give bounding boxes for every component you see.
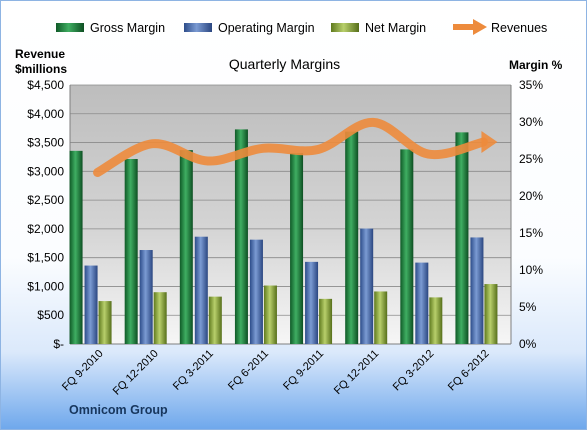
- bar-net-margin: [208, 296, 222, 344]
- bar-gross-margin: [400, 149, 414, 344]
- bar-net-margin: [319, 298, 333, 344]
- bar-gross-margin: [124, 159, 138, 344]
- bar-gross-margin: [234, 129, 248, 344]
- bar-operating-margin: [415, 262, 429, 344]
- bar-gross-margin: [455, 132, 469, 344]
- legend-label: Net Margin: [365, 21, 426, 35]
- y-right-tick-label: 5%: [519, 300, 537, 314]
- x-tick-label: FQ 3-2012: [391, 348, 437, 394]
- x-tick-label: FQ 12-2010: [111, 348, 161, 398]
- y-left-tick-label: $4,000: [27, 107, 64, 121]
- bar-gross-margin: [69, 150, 83, 344]
- chart-title: Quarterly Margins: [229, 56, 340, 72]
- bar-operating-margin: [360, 228, 374, 344]
- y-left-tick-label: $4,500: [27, 78, 64, 92]
- revenue-arrowhead: [481, 130, 498, 153]
- y-left-tick-label: $-: [53, 337, 64, 351]
- x-tick-label: FQ 6-2011: [226, 348, 271, 393]
- bar-operating-margin: [139, 250, 153, 344]
- bar-operating-margin: [305, 261, 319, 344]
- y-left-tick-label: $3,500: [27, 136, 64, 150]
- legend-label: Gross Margin: [90, 21, 165, 35]
- company-label: Omnicom Group: [69, 403, 168, 417]
- bar-net-margin: [153, 292, 167, 344]
- x-tick-label: FQ 9-2011: [281, 348, 326, 393]
- x-tick-label: FQ 6-2012: [446, 348, 492, 394]
- bar-operating-margin: [249, 239, 263, 344]
- y-right-tick-label: 10%: [519, 263, 543, 277]
- bar-operating-margin: [470, 237, 484, 344]
- x-tick-label: FQ 3-2011: [171, 348, 216, 393]
- y-left-axis-label-unit: $millions: [15, 62, 67, 76]
- y-right-tick-label: 15%: [519, 226, 543, 240]
- bar-net-margin: [98, 301, 112, 344]
- x-tick-label: FQ 12-2011: [332, 348, 381, 397]
- y-right-tick-label: 20%: [519, 189, 543, 203]
- legend-swatch-net-margin: [331, 23, 359, 32]
- y-right-tick-label: 30%: [519, 115, 543, 129]
- x-tick-label: FQ 9-2010: [60, 348, 106, 394]
- bar-operating-margin: [84, 265, 98, 344]
- revenue-line: [93, 117, 488, 177]
- bar-gross-margin: [345, 131, 359, 344]
- bar-operating-margin: [194, 236, 208, 344]
- legend-swatch-gross-margin: [56, 23, 84, 32]
- legend-swatch-operating-margin: [184, 23, 212, 32]
- bar-gross-margin: [290, 153, 304, 344]
- y-right-tick-label: 35%: [519, 78, 543, 92]
- bar-net-margin: [374, 291, 388, 344]
- bar-gross-margin: [179, 150, 193, 344]
- y-left-tick-label: $1,500: [27, 251, 64, 265]
- legend-arrowhead: [473, 19, 487, 35]
- y-right-tick-label: 25%: [519, 152, 543, 166]
- y-left-tick-label: $3,000: [27, 164, 64, 178]
- y-left-tick-label: $2,000: [27, 222, 64, 236]
- y-left-tick-label: $500: [37, 308, 64, 322]
- y-right-axis-label: Margin %: [509, 58, 563, 72]
- legend-label: Revenues: [491, 21, 547, 35]
- y-left-axis-label: Revenue: [15, 47, 65, 61]
- legend-label: Operating Margin: [218, 21, 315, 35]
- bar-net-margin: [429, 297, 443, 344]
- y-left-tick-label: $2,500: [27, 193, 64, 207]
- bar-net-margin: [263, 285, 277, 344]
- bar-net-margin: [484, 284, 498, 344]
- y-right-tick-label: 0%: [519, 337, 537, 351]
- y-left-tick-label: $1,000: [27, 279, 64, 293]
